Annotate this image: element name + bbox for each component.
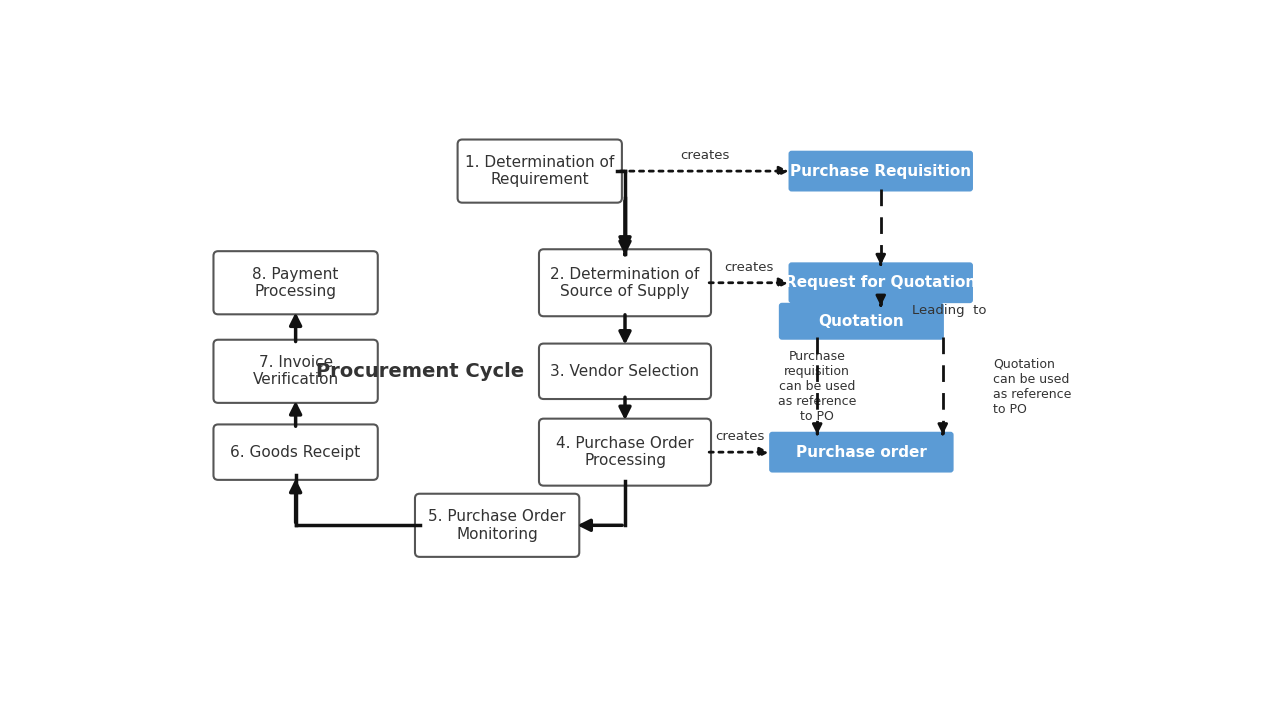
- Text: 2. Determination of
Source of Supply: 2. Determination of Source of Supply: [550, 266, 700, 299]
- FancyBboxPatch shape: [769, 432, 954, 472]
- FancyBboxPatch shape: [214, 424, 378, 480]
- Text: Purchase Requisition: Purchase Requisition: [790, 163, 972, 179]
- Text: Request for Quotation: Request for Quotation: [785, 275, 977, 290]
- Text: Purchase order: Purchase order: [796, 445, 927, 459]
- Text: creates: creates: [724, 261, 773, 274]
- Text: creates: creates: [680, 149, 730, 162]
- FancyBboxPatch shape: [539, 249, 710, 316]
- FancyBboxPatch shape: [778, 303, 943, 340]
- FancyBboxPatch shape: [788, 262, 973, 303]
- Text: 7. Invoice
Verification: 7. Invoice Verification: [252, 355, 339, 387]
- Text: Quotation
can be used
as reference
to PO: Quotation can be used as reference to PO: [993, 358, 1071, 415]
- Text: 5. Purchase Order
Monitoring: 5. Purchase Order Monitoring: [429, 509, 566, 541]
- Text: creates: creates: [716, 430, 764, 443]
- Text: Quotation: Quotation: [818, 314, 904, 329]
- Text: 8. Payment
Processing: 8. Payment Processing: [252, 266, 339, 299]
- FancyBboxPatch shape: [214, 340, 378, 403]
- Text: Leading  to: Leading to: [911, 304, 987, 317]
- Text: 6. Goods Receipt: 6. Goods Receipt: [230, 445, 361, 459]
- FancyBboxPatch shape: [214, 251, 378, 315]
- Text: 4. Purchase Order
Processing: 4. Purchase Order Processing: [557, 436, 694, 468]
- FancyBboxPatch shape: [415, 494, 580, 557]
- Text: 3. Vendor Selection: 3. Vendor Selection: [550, 364, 699, 379]
- FancyBboxPatch shape: [458, 140, 622, 202]
- Text: Purchase
requisition
can be used
as reference
to PO: Purchase requisition can be used as refe…: [778, 350, 856, 423]
- Text: Procurement Cycle: Procurement Cycle: [316, 361, 524, 381]
- Text: 1. Determination of
Requirement: 1. Determination of Requirement: [465, 155, 614, 187]
- FancyBboxPatch shape: [539, 418, 710, 486]
- FancyBboxPatch shape: [788, 150, 973, 192]
- FancyBboxPatch shape: [539, 343, 710, 399]
